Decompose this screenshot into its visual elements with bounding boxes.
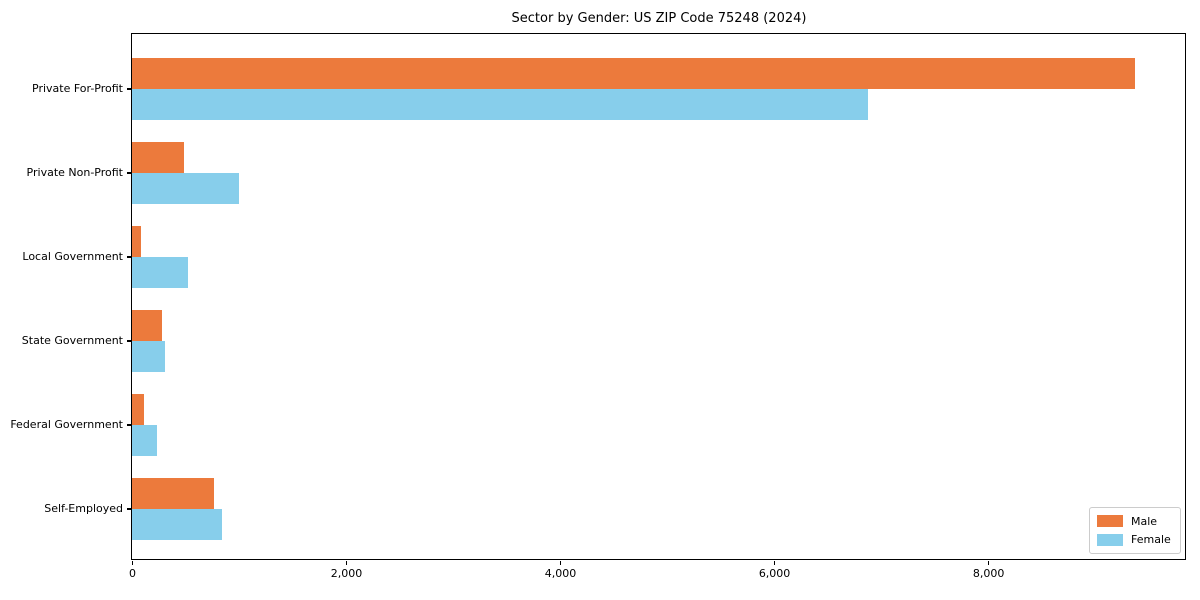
bar-female-private-non-profit xyxy=(132,172,239,204)
bar-male-private-non-profit xyxy=(132,141,185,173)
x-tick-label-0: 0 xyxy=(129,567,136,580)
bar-female-private-for-profit xyxy=(132,88,869,120)
y-tick-label-local-government: Local Government xyxy=(22,250,123,263)
y-tick-label-federal-government: Federal Government xyxy=(10,418,123,431)
x-tick-mark xyxy=(773,561,776,565)
bar-female-federal-government xyxy=(132,424,157,456)
x-tick-mark xyxy=(345,561,348,565)
y-tick-mark xyxy=(127,340,131,342)
y-tick-mark xyxy=(127,172,131,174)
x-tick-mark xyxy=(987,561,990,565)
y-tick-label-self-employed: Self-Employed xyxy=(44,502,123,515)
x-tick-mark xyxy=(131,561,134,565)
y-tick-label-state-government: State Government xyxy=(21,334,123,347)
y-tick-label-private-non-profit: Private Non-Profit xyxy=(26,166,123,179)
bar-male-self-employed xyxy=(132,477,214,509)
legend-item-female: Female xyxy=(1097,533,1173,546)
x-tick-label-6-000: 6,000 xyxy=(758,567,791,580)
x-tick-label-2-000: 2,000 xyxy=(330,567,363,580)
bar-female-state-government xyxy=(132,340,166,372)
bar-female-local-government xyxy=(132,256,188,288)
bar-female-self-employed xyxy=(132,508,222,540)
legend-item-male: Male xyxy=(1097,515,1173,528)
y-tick-mark xyxy=(127,508,131,510)
y-tick-mark xyxy=(127,256,131,258)
chart-title: Sector by Gender: US ZIP Code 75248 (202… xyxy=(511,11,807,26)
x-tick-label-8-000: 8,000 xyxy=(972,567,1005,580)
y-tick-mark xyxy=(127,424,131,426)
legend-label-female: Female xyxy=(1131,533,1171,547)
legend-swatch-female xyxy=(1097,533,1123,546)
legend: Male Female xyxy=(1089,507,1181,554)
y-tick-label-private-for-profit: Private For-Profit xyxy=(32,82,123,95)
y-tick-mark xyxy=(127,88,131,90)
bar-male-local-government xyxy=(132,225,142,257)
bar-male-private-for-profit xyxy=(132,57,1135,89)
x-tick-mark xyxy=(559,561,562,565)
plot-area xyxy=(131,33,1186,560)
legend-swatch-male xyxy=(1097,515,1123,528)
x-tick-label-4-000: 4,000 xyxy=(544,567,577,580)
bar-male-federal-government xyxy=(132,393,145,425)
bar-male-state-government xyxy=(132,309,162,341)
legend-label-male: Male xyxy=(1131,514,1158,528)
